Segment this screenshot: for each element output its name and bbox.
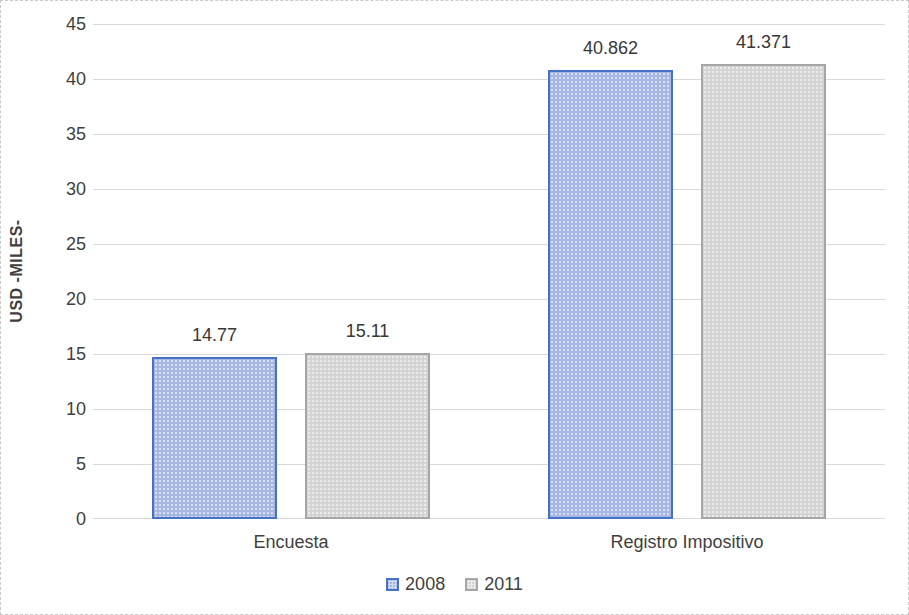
y-tick-label: 30 xyxy=(31,178,86,200)
y-tick-label: 10 xyxy=(31,398,86,420)
y-tick-label: 25 xyxy=(31,233,86,255)
y-tick-label: 0 xyxy=(31,508,86,530)
y-axis-title: USD -MILES- xyxy=(8,181,30,361)
bar-value-label: 41.371 xyxy=(694,31,834,53)
bar-2008-encuesta xyxy=(152,357,277,519)
category-label: Encuesta xyxy=(93,530,489,554)
bar-2011-encuesta xyxy=(305,353,430,519)
y-tick-label: 35 xyxy=(31,123,86,145)
y-tick-label: 45 xyxy=(31,13,86,35)
legend-swatch-icon xyxy=(386,578,399,591)
y-tick-label: 5 xyxy=(31,453,86,475)
legend-item-2011: 2011 xyxy=(465,573,523,595)
chart-frame: USD -MILES- 14.77 15.11 40.862 41.371 0 5 10 1… xyxy=(0,0,909,615)
legend-label: 2011 xyxy=(484,573,523,595)
bar-2011-registro-impositivo xyxy=(701,64,826,519)
bar-value-label: 14.77 xyxy=(145,324,285,346)
y-tick-label: 40 xyxy=(31,68,86,90)
y-tick-label: 15 xyxy=(31,343,86,365)
legend-label: 2008 xyxy=(405,573,445,595)
bar-value-label: 15.11 xyxy=(298,320,438,342)
category-label: Registro Impositivo xyxy=(489,530,885,554)
plot-area: 14.77 15.11 40.862 41.371 xyxy=(93,24,885,519)
legend: 2008 2011 xyxy=(1,573,908,595)
legend-swatch-icon xyxy=(465,578,478,591)
bar-2008-registro-impositivo xyxy=(548,70,673,519)
legend-item-2008: 2008 xyxy=(386,573,445,595)
gridline xyxy=(93,24,885,25)
bar-value-label: 40.862 xyxy=(541,37,681,59)
y-tick-label: 20 xyxy=(31,288,86,310)
